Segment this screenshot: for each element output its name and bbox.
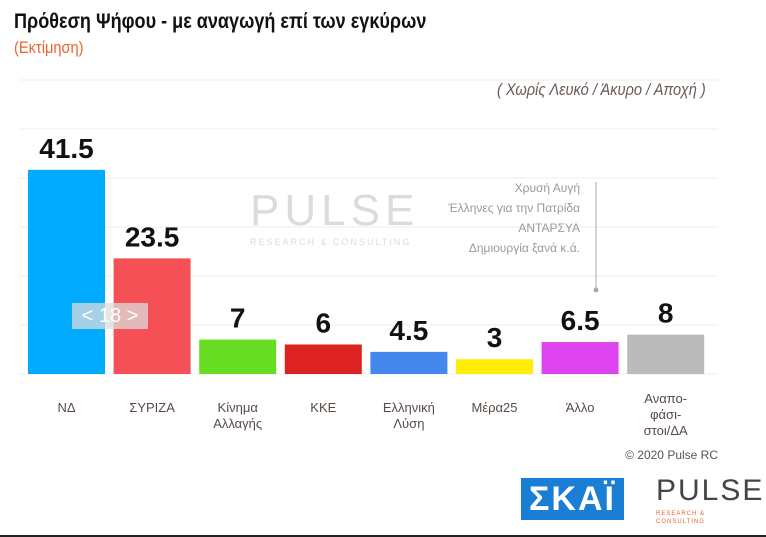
chart-subtitle: (Εκτίμηση) — [14, 38, 84, 57]
pulse-logo-name: PULSE — [656, 474, 765, 507]
data-label: 7 — [230, 303, 246, 334]
category-label: Κίνημα Αλλαγής — [213, 400, 262, 431]
skai-logo: ΣΚΑΪ — [521, 478, 624, 520]
category-label: Άλλο — [566, 400, 595, 415]
data-label: 6.5 — [561, 305, 600, 336]
bar-5 — [456, 359, 533, 374]
others-connector-dot — [593, 287, 599, 293]
bar-3 — [284, 344, 362, 374]
data-label: 3 — [487, 322, 503, 353]
bottom-border — [0, 535, 766, 537]
category-label: Μέρα25 — [472, 400, 518, 415]
bar-2 — [199, 339, 277, 374]
bar-0 — [28, 169, 105, 374]
data-label: 4.5 — [389, 315, 428, 346]
data-label: 41.5 — [39, 133, 94, 164]
category-label: Αναπο-φάσι-στοι/ΔΑ — [644, 391, 688, 438]
category-label: ΚΚΕ — [310, 400, 336, 415]
data-label: 8 — [658, 298, 674, 329]
others-item: Χρυσή Αυγή — [514, 181, 580, 195]
others-item: Δημιουργία ξανά κ.ά. — [468, 241, 580, 255]
pulse-watermark: PULSE RESEARCH & CONSULTING — [250, 188, 419, 248]
watermark-tagline: RESEARCH & CONSULTING — [250, 237, 412, 247]
bar-4 — [370, 351, 448, 374]
chart-note: ( Χωρίς Λευκό / Άκυρο / Αποχή ) — [497, 80, 706, 99]
pulse-logo: PULSE RESEARCH & CONSULTING — [634, 474, 762, 525]
watermark-name: PULSE — [250, 186, 420, 235]
category-label: ΝΔ — [57, 400, 75, 415]
copyright: © 2020 Pulse RC — [625, 448, 718, 462]
others-item: ΑΝΤΑΡΣΥΑ — [518, 221, 580, 235]
chart-title: Πρόθεση Ψήφου - με αναγωγή επί των εγκύρ… — [14, 10, 427, 33]
data-label: 6 — [316, 307, 332, 338]
category-label: Ελληνική Λύση — [383, 400, 435, 431]
bar-7 — [627, 334, 705, 374]
data-label: 23.5 — [125, 221, 180, 252]
bar-6 — [541, 342, 619, 374]
others-list: Χρυσή Αυγή Έλληνες για την Πατρίδα ΑΝΤΑΡΣΥ… — [448, 178, 580, 258]
others-item: Έλληνες για την Πατρίδα — [448, 201, 580, 215]
pulse-logo-tagline: RESEARCH & CONSULTING — [656, 511, 706, 525]
category-label: ΣΥΡΙΖΑ — [129, 400, 175, 415]
age-badge: < 18 > — [72, 303, 148, 329]
